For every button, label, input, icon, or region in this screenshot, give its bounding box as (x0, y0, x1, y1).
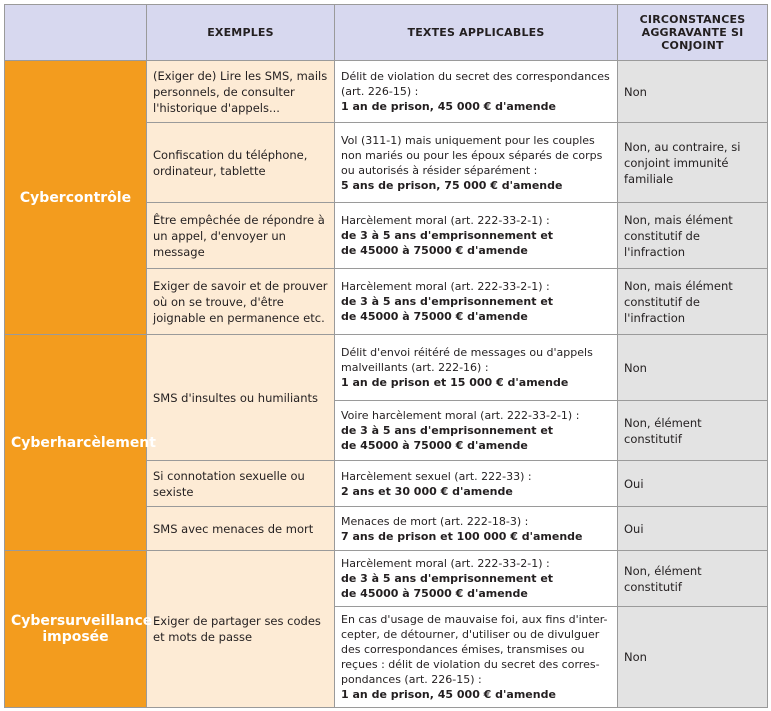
circumstance-cell: Non (617, 60, 768, 123)
text-cell: Délit d'envoi réitéré de messages ou d'a… (334, 334, 618, 401)
header-row: EXEMPLES TEXTES APPLICABLES CIRCONSTANCE… (4, 4, 768, 61)
text-cell: Harcèlement moral (art. 222-33-2-1) : de… (334, 550, 618, 607)
text-cell: Harcèlement sexuel (art. 222-33) : 2 ans… (334, 460, 618, 507)
table-row: Voire harcèlement moral (art. 222-33-2-1… (5, 400, 768, 461)
penalties-table: EXEMPLES TEXTES APPLICABLES CIRCONSTANCE… (4, 4, 768, 708)
penalty-text: 2 ans et 30 000 € d'amende (341, 484, 513, 498)
table-row: Confiscation du téléphone, ordinateur, t… (5, 122, 768, 203)
table-row: Cyberharcèlement SMS d'insultes ou humil… (4, 334, 768, 551)
header-examples: EXEMPLES (146, 4, 335, 61)
penalty-text: 1 an de prison et 15 000 € d'amende (341, 376, 569, 389)
text-cell: Délit de violation du secret des corresp… (334, 60, 618, 123)
penalty-text: de 3 à 5 ans d'emprisonnement et (341, 229, 554, 242)
text-cell: Vol (311-1) mais uniquement pour les cou… (334, 122, 618, 203)
text-cell: Harcèlement moral (art. 222-33-2-1) : de… (334, 202, 618, 269)
penalty-text: de 3 à 5 ans d'emprisonnement et (341, 572, 554, 585)
penalty-text: de 45000 à 75000 € d'amende (341, 587, 528, 600)
penalty-text: de 45000 à 75000 € d'amende (341, 244, 528, 257)
penalty-text: de 45000 à 75000 € d'amende (341, 439, 528, 452)
example-cell: Exiger de savoir et de prouver où on se … (146, 268, 335, 335)
circumstance-cell: Non (617, 606, 768, 708)
circumstance-cell: Non, mais élément constitutif de l'infra… (617, 202, 768, 269)
example-cell: Être empêchée de répondre à un appel, d'… (146, 202, 335, 269)
penalty-text: de 3 à 5 ans d'emprisonnement et (341, 424, 554, 437)
circumstance-cell: Non, élément constitutif (617, 550, 768, 607)
circumstance-cell: Non, mais élément constitutif de l'infra… (617, 268, 768, 335)
legal-text: Délit d'envoi réitéré de messages ou d'a… (341, 346, 593, 374)
penalty-text: 1 an de prison, 45 000 € d'amende (341, 100, 556, 113)
penalty-text: 5 ans de prison, 75 000 € d'amende (341, 178, 563, 192)
legal-text: Harcèlement moral (art. 222-33-2-1) : (341, 214, 550, 227)
penalty-text: 7 ans de prison et 100 000 € d'amende (341, 529, 583, 543)
example-cell: Exiger de partager ses codes et mots de … (146, 550, 335, 708)
text-cell: Voire harcèlement moral (art. 222-33-2-1… (334, 400, 618, 461)
circumstance-cell: Non, au contraire, si conjoint immunité … (617, 122, 768, 203)
table-row: Cybercontrôle (Exiger de) Lire les SMS, … (4, 60, 768, 335)
legal-text: Menaces de mort (art. 222-18-3) : (341, 514, 529, 528)
header-category (4, 4, 147, 61)
table-row: Exiger de savoir et de prouver où on se … (5, 268, 768, 335)
table-row: En cas d'usage de mauvaise foi, aux fins… (5, 606, 768, 708)
penalty-text: de 45000 à 75000 € d'amende (341, 310, 528, 323)
text-cell: Menaces de mort (art. 222-18-3) : 7 ans … (334, 506, 618, 551)
category-cell: Cybersurveillance imposée (4, 550, 152, 708)
example-cell: SMS d'insultes ou humiliants (146, 334, 335, 461)
table-row: SMS avec menaces de mort Menaces de mort… (5, 506, 768, 551)
example-cell: SMS avec menaces de mort (146, 506, 335, 551)
legal-text: Harcèlement sexuel (art. 222-33) : (341, 469, 532, 483)
penalty-text: de 3 à 5 ans d'emprisonnement et (341, 295, 554, 308)
circumstance-cell: Oui (617, 506, 768, 551)
example-cell: Confiscation du téléphone, ordinateur, t… (146, 122, 335, 203)
legal-text: Délit de violation du secret des corresp… (341, 70, 610, 98)
header-circumstances: CIRCONSTANCES AGGRAVANTE SI CONJOINT (617, 4, 768, 61)
header-texts: TEXTES APPLICABLES (334, 4, 618, 61)
category-cell: Cyberharcèlement (4, 334, 156, 551)
text-cell: Harcèlement moral (art. 222-33-2-1) : de… (334, 268, 618, 335)
legal-text: Voire harcèlement moral (art. 222-33-2-1… (341, 409, 580, 422)
circumstance-cell: Oui (617, 460, 768, 507)
penalty-text: 1 an de prison, 45 000 € d'amende (341, 688, 556, 701)
circumstance-cell: Non, élément constitutif (617, 400, 768, 461)
circumstance-cell: Non (617, 334, 768, 401)
example-cell: (Exiger de) Lire les SMS, mails personne… (146, 60, 335, 123)
legal-text: En cas d'usage de mauvaise foi, aux fins… (341, 613, 608, 686)
legal-text: Harcèlement moral (art. 222-33-2-1) : (341, 280, 550, 293)
category-cell: Cybercontrôle (4, 60, 147, 335)
penalties-table-container: EXEMPLES TEXTES APPLICABLES CIRCONSTANCE… (4, 4, 768, 708)
legal-text: Vol (311-1) mais uniquement pour les cou… (341, 133, 603, 177)
legal-text: Harcèlement moral (art. 222-33-2-1) : (341, 557, 550, 570)
table-row: Être empêchée de répondre à un appel, d'… (5, 202, 768, 269)
example-cell: Si connotation sexuelle ou sexiste (146, 460, 335, 507)
table-row: Cybersurveillance imposée Exiger de part… (4, 550, 768, 708)
text-cell: En cas d'usage de mauvaise foi, aux fins… (334, 606, 618, 708)
